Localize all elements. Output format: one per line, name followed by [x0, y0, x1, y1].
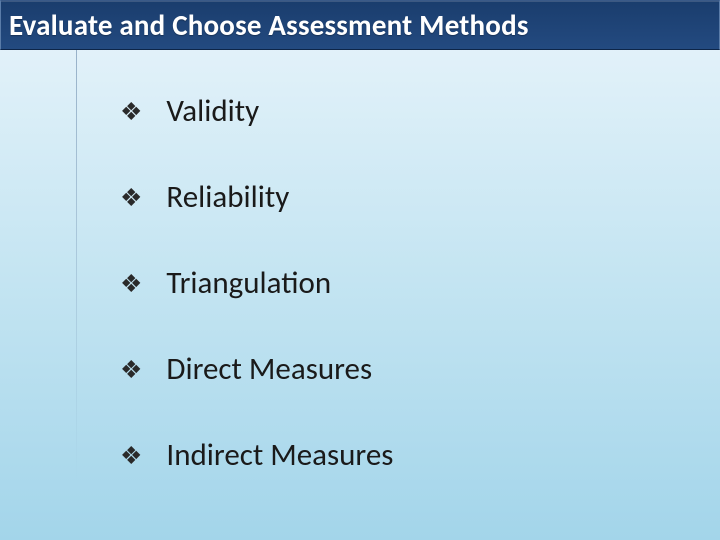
list-item: ❖ Triangulation [120, 264, 660, 302]
vertical-divider [76, 50, 77, 480]
slide: Evaluate and Choose Assessment Methods ❖… [0, 0, 720, 540]
diamond-bullet-icon: ❖ [120, 99, 142, 124]
bullet-list: ❖ Validity ❖ Reliability ❖ Triangulation… [120, 92, 660, 522]
list-item-label: Indirect Measures [166, 436, 393, 474]
list-item-label: Triangulation [166, 264, 331, 302]
title-bar: Evaluate and Choose Assessment Methods [0, 0, 720, 50]
diamond-bullet-icon: ❖ [120, 443, 142, 468]
diamond-bullet-icon: ❖ [120, 357, 142, 382]
list-item-label: Reliability [166, 178, 289, 216]
list-item-label: Direct Measures [166, 350, 372, 388]
diamond-bullet-icon: ❖ [120, 185, 142, 210]
diamond-bullet-icon: ❖ [120, 271, 142, 296]
list-item-label: Validity [166, 92, 259, 130]
list-item: ❖ Validity [120, 92, 660, 130]
list-item: ❖ Indirect Measures [120, 436, 660, 474]
list-item: ❖ Reliability [120, 178, 660, 216]
slide-title: Evaluate and Choose Assessment Methods [9, 7, 529, 43]
list-item: ❖ Direct Measures [120, 350, 660, 388]
